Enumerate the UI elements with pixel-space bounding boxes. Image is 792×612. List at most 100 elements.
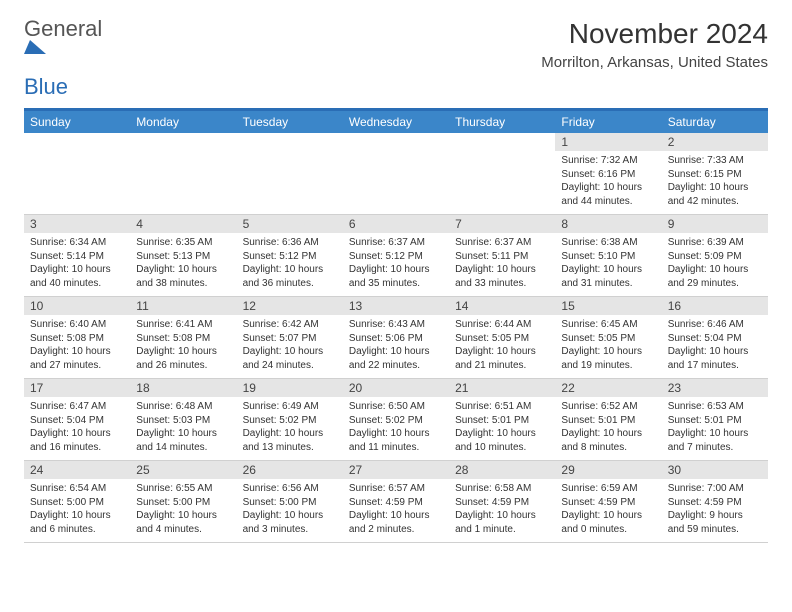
day-content: Sunrise: 6:38 AMSunset: 5:10 PMDaylight:… (555, 233, 661, 296)
day-number: 1 (555, 133, 661, 151)
daylight-text: Daylight: 10 hours and 33 minutes. (455, 263, 549, 290)
sunrise-text: Sunrise: 6:53 AM (668, 400, 762, 414)
day-content: Sunrise: 6:59 AMSunset: 4:59 PMDaylight:… (555, 479, 661, 542)
day-content: Sunrise: 6:56 AMSunset: 5:00 PMDaylight:… (237, 479, 343, 542)
day-number: 15 (555, 297, 661, 315)
sunset-text: Sunset: 5:05 PM (561, 332, 655, 346)
sunrise-text: Sunrise: 6:51 AM (455, 400, 549, 414)
calendar-day-cell: 24Sunrise: 6:54 AMSunset: 5:00 PMDayligh… (24, 461, 130, 543)
calendar-day-cell: 17Sunrise: 6:47 AMSunset: 5:04 PMDayligh… (24, 379, 130, 461)
sunset-text: Sunset: 5:11 PM (455, 250, 549, 264)
day-number: 28 (449, 461, 555, 479)
calendar-day-cell: 11Sunrise: 6:41 AMSunset: 5:08 PMDayligh… (130, 297, 236, 379)
sunrise-text: Sunrise: 6:37 AM (349, 236, 443, 250)
sunset-text: Sunset: 5:00 PM (136, 496, 230, 510)
daylight-text: Daylight: 10 hours and 27 minutes. (30, 345, 124, 372)
calendar-day-cell (343, 133, 449, 215)
day-number: 16 (662, 297, 768, 315)
calendar-day-cell: 21Sunrise: 6:51 AMSunset: 5:01 PMDayligh… (449, 379, 555, 461)
day-content: Sunrise: 6:41 AMSunset: 5:08 PMDaylight:… (130, 315, 236, 378)
weekday-header-row: SundayMondayTuesdayWednesdayThursdayFrid… (24, 110, 768, 134)
sunset-text: Sunset: 4:59 PM (668, 496, 762, 510)
daylight-text: Daylight: 10 hours and 40 minutes. (30, 263, 124, 290)
day-content: Sunrise: 7:32 AMSunset: 6:16 PMDaylight:… (555, 151, 661, 214)
sunset-text: Sunset: 5:07 PM (243, 332, 337, 346)
sunrise-text: Sunrise: 6:36 AM (243, 236, 337, 250)
sunset-text: Sunset: 6:16 PM (561, 168, 655, 182)
daylight-text: Daylight: 10 hours and 31 minutes. (561, 263, 655, 290)
calendar-day-cell: 19Sunrise: 6:49 AMSunset: 5:02 PMDayligh… (237, 379, 343, 461)
calendar-day-cell: 15Sunrise: 6:45 AMSunset: 5:05 PMDayligh… (555, 297, 661, 379)
calendar-day-cell: 13Sunrise: 6:43 AMSunset: 5:06 PMDayligh… (343, 297, 449, 379)
sunrise-text: Sunrise: 6:46 AM (668, 318, 762, 332)
day-content: Sunrise: 6:47 AMSunset: 5:04 PMDaylight:… (24, 397, 130, 460)
weekday-header: Friday (555, 110, 661, 134)
calendar-day-cell (237, 133, 343, 215)
calendar-day-cell: 12Sunrise: 6:42 AMSunset: 5:07 PMDayligh… (237, 297, 343, 379)
daylight-text: Daylight: 10 hours and 19 minutes. (561, 345, 655, 372)
calendar-day-cell: 14Sunrise: 6:44 AMSunset: 5:05 PMDayligh… (449, 297, 555, 379)
sunrise-text: Sunrise: 6:39 AM (668, 236, 762, 250)
logo-text: General Blue (24, 18, 102, 98)
daylight-text: Daylight: 10 hours and 42 minutes. (668, 181, 762, 208)
daylight-text: Daylight: 10 hours and 35 minutes. (349, 263, 443, 290)
empty-day (24, 133, 130, 191)
calendar-day-cell: 6Sunrise: 6:37 AMSunset: 5:12 PMDaylight… (343, 215, 449, 297)
sunset-text: Sunset: 5:00 PM (30, 496, 124, 510)
day-content: Sunrise: 6:53 AMSunset: 5:01 PMDaylight:… (662, 397, 768, 460)
sunrise-text: Sunrise: 6:59 AM (561, 482, 655, 496)
day-number: 12 (237, 297, 343, 315)
calendar-day-cell: 2Sunrise: 7:33 AMSunset: 6:15 PMDaylight… (662, 133, 768, 215)
calendar-day-cell: 1Sunrise: 7:32 AMSunset: 6:16 PMDaylight… (555, 133, 661, 215)
day-number: 8 (555, 215, 661, 233)
day-content: Sunrise: 6:48 AMSunset: 5:03 PMDaylight:… (130, 397, 236, 460)
day-number: 4 (130, 215, 236, 233)
day-number: 3 (24, 215, 130, 233)
day-content: Sunrise: 6:42 AMSunset: 5:07 PMDaylight:… (237, 315, 343, 378)
sunset-text: Sunset: 5:01 PM (668, 414, 762, 428)
daylight-text: Daylight: 10 hours and 11 minutes. (349, 427, 443, 454)
day-number: 14 (449, 297, 555, 315)
sunrise-text: Sunrise: 6:57 AM (349, 482, 443, 496)
calendar-week-row: 1Sunrise: 7:32 AMSunset: 6:16 PMDaylight… (24, 133, 768, 215)
day-number: 7 (449, 215, 555, 233)
sunset-text: Sunset: 5:08 PM (136, 332, 230, 346)
calendar-day-cell (449, 133, 555, 215)
triangle-icon (24, 40, 102, 54)
sunrise-text: Sunrise: 6:43 AM (349, 318, 443, 332)
calendar-day-cell: 22Sunrise: 6:52 AMSunset: 5:01 PMDayligh… (555, 379, 661, 461)
day-number: 6 (343, 215, 449, 233)
calendar-day-cell: 5Sunrise: 6:36 AMSunset: 5:12 PMDaylight… (237, 215, 343, 297)
daylight-text: Daylight: 10 hours and 38 minutes. (136, 263, 230, 290)
sunset-text: Sunset: 4:59 PM (455, 496, 549, 510)
sunrise-text: Sunrise: 7:33 AM (668, 154, 762, 168)
weekday-header: Sunday (24, 110, 130, 134)
sunset-text: Sunset: 5:01 PM (455, 414, 549, 428)
calendar-day-cell: 23Sunrise: 6:53 AMSunset: 5:01 PMDayligh… (662, 379, 768, 461)
sunrise-text: Sunrise: 6:35 AM (136, 236, 230, 250)
weekday-header: Saturday (662, 110, 768, 134)
weekday-header: Thursday (449, 110, 555, 134)
calendar-day-cell: 25Sunrise: 6:55 AMSunset: 5:00 PMDayligh… (130, 461, 236, 543)
daylight-text: Daylight: 10 hours and 10 minutes. (455, 427, 549, 454)
day-content: Sunrise: 6:37 AMSunset: 5:11 PMDaylight:… (449, 233, 555, 296)
daylight-text: Daylight: 10 hours and 16 minutes. (30, 427, 124, 454)
day-content: Sunrise: 7:00 AMSunset: 4:59 PMDaylight:… (662, 479, 768, 542)
sunrise-text: Sunrise: 6:42 AM (243, 318, 337, 332)
day-content: Sunrise: 6:46 AMSunset: 5:04 PMDaylight:… (662, 315, 768, 378)
empty-day (130, 133, 236, 191)
daylight-text: Daylight: 10 hours and 2 minutes. (349, 509, 443, 536)
sunset-text: Sunset: 4:59 PM (561, 496, 655, 510)
calendar-day-cell: 28Sunrise: 6:58 AMSunset: 4:59 PMDayligh… (449, 461, 555, 543)
sunrise-text: Sunrise: 6:58 AM (455, 482, 549, 496)
day-number: 18 (130, 379, 236, 397)
empty-day (343, 133, 449, 191)
daylight-text: Daylight: 10 hours and 0 minutes. (561, 509, 655, 536)
calendar-week-row: 17Sunrise: 6:47 AMSunset: 5:04 PMDayligh… (24, 379, 768, 461)
calendar-table: SundayMondayTuesdayWednesdayThursdayFrid… (24, 108, 768, 543)
calendar-day-cell: 8Sunrise: 6:38 AMSunset: 5:10 PMDaylight… (555, 215, 661, 297)
sunrise-text: Sunrise: 6:44 AM (455, 318, 549, 332)
sunset-text: Sunset: 5:13 PM (136, 250, 230, 264)
month-title: November 2024 (541, 18, 768, 50)
day-number: 17 (24, 379, 130, 397)
